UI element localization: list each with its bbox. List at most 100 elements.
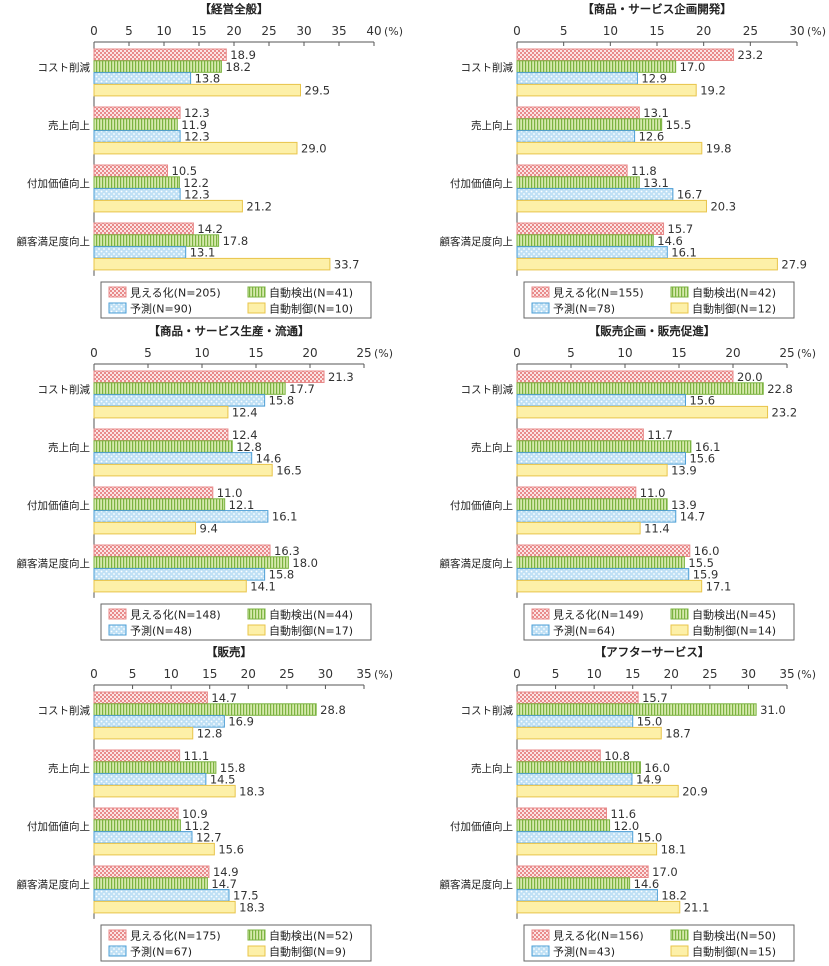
- category-label: 付加価値向上: [27, 177, 90, 190]
- bar-value-label: 12.9: [641, 72, 667, 86]
- bar-value-label: 12.0: [614, 819, 640, 833]
- bar-value-label: 15.9: [693, 568, 719, 582]
- bar-value-label: 12.8: [236, 440, 262, 454]
- bar-kenshutsu: [93, 498, 226, 511]
- legend-swatch-yosoku: [108, 945, 127, 957]
- x-tick-label: 5: [560, 24, 568, 38]
- x-tick-label: 15: [202, 667, 217, 681]
- bar-value-label: 23.2: [738, 48, 764, 62]
- bar-value-label: 11.0: [217, 486, 243, 500]
- bar-kenshutsu: [516, 382, 764, 395]
- bar-kenshutsu: [516, 703, 757, 716]
- bar-kenshutsu: [516, 440, 692, 453]
- bar-value-label: 11.8: [631, 164, 657, 178]
- chart-panel-3: 【商品・サービス生産・流通】 0 5 10 15 20 25 (%) コスト削減 21.3 17.7…: [17, 324, 393, 641]
- bar-yosoku: [516, 72, 638, 85]
- category-label: 付加価値向上: [27, 820, 90, 833]
- bar-yosoku: [93, 452, 253, 465]
- chart-title: 【経営全般】: [200, 2, 269, 16]
- legend-swatch-mieruka: [531, 286, 550, 298]
- bar-seigyo: [516, 784, 679, 798]
- bar-yosoku: [93, 715, 225, 728]
- legend-swatch-mieruka: [531, 608, 550, 620]
- category-label: 売上向上: [471, 119, 513, 132]
- bar-value-label: 14.9: [213, 865, 239, 879]
- bar-value-label: 14.1: [250, 579, 276, 593]
- bar-value-label: 18.7: [665, 726, 691, 740]
- legend-label-mieruka: 見える化(N=155): [553, 286, 644, 300]
- category-label: コスト削減: [38, 61, 91, 74]
- bar-value-label: 23.2: [772, 405, 798, 419]
- chart-title: 【販売】: [206, 645, 252, 659]
- legend-swatch-yosoku: [108, 302, 127, 314]
- bar-value-label: 15.5: [666, 118, 692, 132]
- bar-mieruka: [93, 370, 325, 383]
- bar-value-label: 18.3: [239, 784, 265, 798]
- bar-seigyo: [93, 784, 236, 798]
- chart-panel-2: 【商品・サービス企画開発】 0 5 10 15 20 25 30 (%) コスト削減 23.2 17.…: [440, 2, 826, 319]
- bar-value-label: 16.0: [644, 761, 670, 775]
- bar-yosoku: [516, 394, 686, 407]
- bar-value-label: 16.1: [272, 510, 298, 524]
- bar-value-label: 21.3: [328, 370, 354, 384]
- bar-value-label: 18.2: [225, 60, 251, 74]
- bar-value-label: 17.8: [223, 234, 249, 248]
- bar-seigyo: [516, 521, 641, 535]
- chart-panel-4: 【販売企画・販売促進】 0 5 10 15 20 25 (%) コスト削減 20.0 22.8 15.…: [440, 324, 816, 641]
- legend-label-seigyo: 自動制御(N=17): [269, 624, 353, 638]
- bar-value-label: 17.1: [706, 579, 732, 593]
- category-label: 売上向上: [471, 762, 513, 775]
- bar-value-label: 16.5: [276, 463, 302, 477]
- bar-value-label: 14.7: [211, 691, 237, 705]
- bar-value-label: 18.1: [661, 842, 687, 856]
- bar-kenshutsu: [516, 498, 668, 511]
- x-tick-label: 10: [194, 346, 209, 360]
- x-tick-label: 10: [587, 667, 602, 681]
- bar-yosoku: [93, 510, 269, 523]
- bar-mieruka: [93, 486, 214, 499]
- category-label: コスト削減: [38, 704, 91, 717]
- bar-value-label: 14.7: [211, 877, 237, 891]
- category-label: 付加価値向上: [450, 820, 513, 833]
- x-tick-label: 30: [741, 667, 756, 681]
- bar-mieruka: [93, 544, 271, 557]
- legend-label-mieruka: 見える化(N=205): [130, 286, 221, 300]
- bar-value-label: 21.1: [684, 900, 710, 914]
- bar-kenshutsu: [516, 60, 677, 73]
- chart-title: 【商品・サービス生産・流通】: [149, 324, 310, 338]
- legend-swatch-yosoku: [531, 945, 550, 957]
- bar-value-label: 13.1: [643, 176, 669, 190]
- bar-seigyo: [93, 199, 243, 213]
- legend-swatch-seigyo: [670, 302, 689, 314]
- bar-yosoku: [516, 715, 634, 728]
- legend-label-yosoku: 予測(N=64): [553, 624, 615, 638]
- bar-seigyo: [516, 842, 658, 856]
- bar-value-label: 12.3: [184, 188, 210, 202]
- category-label: コスト削減: [38, 383, 91, 396]
- bar-kenshutsu: [93, 761, 217, 774]
- bar-kenshutsu: [93, 819, 181, 832]
- legend-swatch-seigyo: [670, 945, 689, 957]
- bar-value-label: 13.9: [671, 463, 697, 477]
- legend-box: [100, 281, 372, 319]
- bar-value-label: 15.6: [689, 452, 715, 466]
- legend-swatch-kenshutsu: [247, 286, 266, 298]
- bar-mieruka: [93, 749, 181, 762]
- bar-mieruka: [516, 691, 639, 704]
- bar-value-label: 27.9: [781, 257, 807, 271]
- bar-mieruka: [516, 865, 649, 878]
- legend-swatch-kenshutsu: [670, 929, 689, 941]
- category-label: 顧客満足度向上: [440, 557, 514, 570]
- category-label: 付加価値向上: [450, 177, 513, 190]
- legend-label-seigyo: 自動制御(N=12): [692, 302, 776, 316]
- x-tick-label: 0: [513, 24, 521, 38]
- bar-value-label: 11.2: [184, 819, 210, 833]
- x-tick-label: 15: [649, 24, 664, 38]
- legend-label-seigyo: 自動制御(N=15): [692, 945, 776, 959]
- legend-label-yosoku: 予測(N=78): [553, 302, 615, 316]
- bar-value-label: 20.9: [682, 784, 708, 798]
- x-tick-label: 25: [743, 24, 758, 38]
- bar-value-label: 11.9: [181, 118, 207, 132]
- bar-value-label: 16.1: [671, 246, 697, 260]
- category-label: 付加価値向上: [450, 499, 513, 512]
